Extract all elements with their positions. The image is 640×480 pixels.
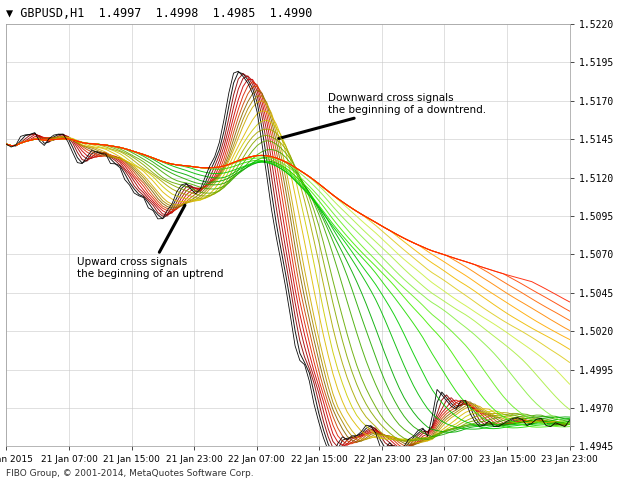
Text: FIBO Group, © 2001-2014, MetaQuotes Software Corp.: FIBO Group, © 2001-2014, MetaQuotes Soft… (6, 468, 254, 478)
Text: Downward cross signals
the beginning of a downtrend.: Downward cross signals the beginning of … (279, 93, 486, 138)
Text: Upward cross signals
the beginning of an uptrend: Upward cross signals the beginning of an… (77, 205, 224, 279)
Text: ▼ GBPUSD,H1  1.4997  1.4998  1.4985  1.4990: ▼ GBPUSD,H1 1.4997 1.4998 1.4985 1.4990 (6, 7, 313, 20)
